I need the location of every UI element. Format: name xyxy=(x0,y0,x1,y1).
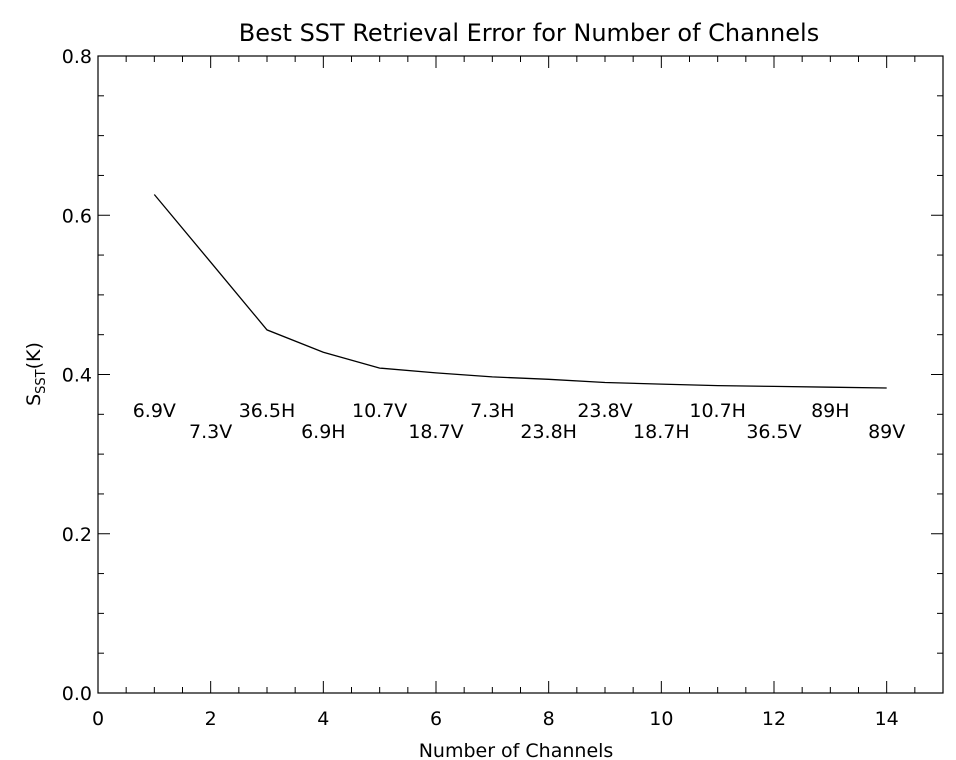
channel-label: 36.5V xyxy=(746,421,801,443)
x-tick-label: 0 xyxy=(92,708,104,730)
y-axis-title-main: S xyxy=(23,394,45,406)
channel-label: 89H xyxy=(811,400,849,422)
y-tick-label: 0.4 xyxy=(62,365,92,387)
channel-label: 18.7V xyxy=(408,421,463,443)
channel-label: 23.8V xyxy=(577,400,632,422)
x-tick-label: 2 xyxy=(205,708,217,730)
y-axis-title-subscript: SST xyxy=(34,369,49,394)
plot-frame xyxy=(97,55,944,694)
y-axis-title: SSST(K) xyxy=(23,342,49,406)
chart-title: Best SST Retrieval Error for Number of C… xyxy=(239,19,819,47)
x-tick-label: 12 xyxy=(762,708,786,730)
channel-label: 7.3H xyxy=(470,400,515,422)
x-tick-label: 10 xyxy=(649,708,673,730)
x-tick-label: 4 xyxy=(317,708,329,730)
x-tick-label: 14 xyxy=(875,708,899,730)
x-axis-title: Number of Channels xyxy=(419,740,614,760)
y-tick-label: 0.8 xyxy=(62,46,92,68)
channel-label: 7.3V xyxy=(189,421,232,443)
x-tick-label: 8 xyxy=(543,708,555,730)
series-line xyxy=(153,194,887,389)
channel-label: 89V xyxy=(868,421,905,443)
channel-label: 6.9V xyxy=(133,400,176,422)
y-tick-label: 0.2 xyxy=(62,524,92,546)
y-axis-title-suffix: (K) xyxy=(23,342,45,369)
y-tick-labels: 0.0 0.2 0.4 0.6 0.8 xyxy=(62,46,92,705)
channel-label: 36.5H xyxy=(239,400,296,422)
channel-label: 18.7H xyxy=(633,421,690,443)
x-tick-labels: 0 2 4 6 8 10 12 14 xyxy=(92,708,899,730)
channel-label: 10.7H xyxy=(689,400,746,422)
channel-label: 6.9H xyxy=(301,421,346,443)
axis-ticks xyxy=(97,55,944,694)
channel-label: 23.8H xyxy=(520,421,577,443)
x-tick-label: 6 xyxy=(430,708,442,730)
y-tick-label: 0.6 xyxy=(62,205,92,227)
channel-label: 10.7V xyxy=(352,400,407,422)
y-tick-label: 0.0 xyxy=(62,683,92,705)
